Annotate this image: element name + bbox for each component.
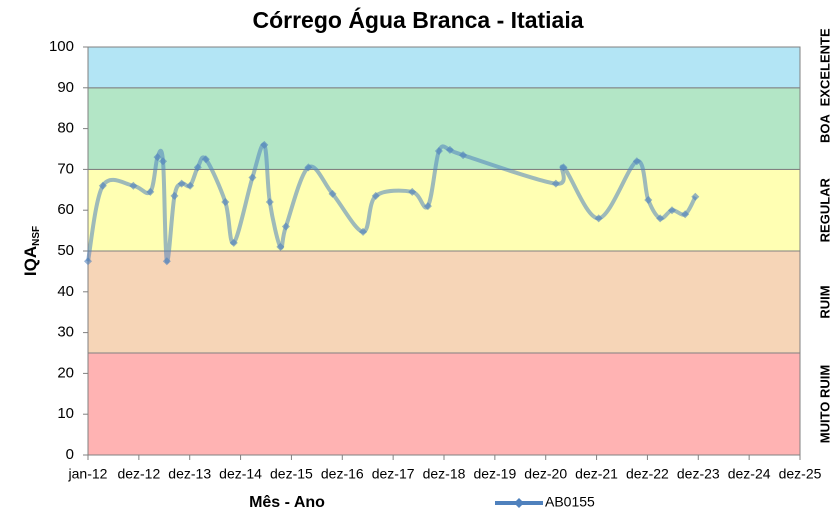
y-tick-label: 70 <box>57 160 74 177</box>
y-tick-label: 90 <box>57 79 74 96</box>
data-point <box>371 191 380 200</box>
x-tick-label: dez-25 <box>779 466 822 482</box>
data-point <box>445 145 454 154</box>
data-point <box>265 198 274 207</box>
data-point <box>276 242 285 251</box>
data-point <box>656 214 665 223</box>
data-point <box>248 173 257 182</box>
data-point <box>193 163 202 172</box>
x-tick-label: dez-12 <box>117 466 160 482</box>
band <box>87 250 801 354</box>
data-point <box>177 179 186 188</box>
data-point <box>691 192 700 201</box>
x-tick-label: dez-17 <box>372 466 415 482</box>
data-point <box>681 210 690 219</box>
band <box>87 352 801 456</box>
x-tick-label: dez-13 <box>168 466 211 482</box>
data-point <box>668 206 677 215</box>
data-point <box>644 196 653 204</box>
data-point <box>632 157 641 166</box>
band <box>87 168 801 252</box>
y-tick-label: 40 <box>57 283 74 300</box>
x-tick-label: dez-24 <box>728 466 771 482</box>
x-tick-label: dez-22 <box>626 466 669 482</box>
data-point <box>170 191 179 200</box>
y-axis-label: IQANSF <box>21 226 41 276</box>
data-point <box>559 163 568 172</box>
y-tick-label: 80 <box>57 120 74 137</box>
band <box>87 46 801 89</box>
data-point <box>153 153 162 162</box>
y-tick-label: 60 <box>57 201 74 218</box>
x-axis-label: Mês - Ano <box>249 494 325 511</box>
y-tick-label: 50 <box>57 242 74 259</box>
band-label: RUIM <box>817 285 832 318</box>
x-tick-label: dez-21 <box>575 466 618 482</box>
data-point <box>328 189 337 198</box>
x-tick-label: dez-14 <box>219 466 262 482</box>
x-tick-label: dez-23 <box>677 466 720 482</box>
data-point <box>260 140 269 149</box>
data-point <box>201 155 210 164</box>
band-label: MUITO RUIM <box>817 365 832 443</box>
y-tick-label: 100 <box>49 38 74 55</box>
data-point <box>162 257 171 266</box>
y-tick-label: 30 <box>57 324 74 341</box>
band <box>87 87 801 170</box>
data-point <box>423 202 432 211</box>
x-tick-label: dez-16 <box>321 466 364 482</box>
data-point <box>146 187 155 196</box>
data-point <box>281 222 290 231</box>
data-point <box>551 179 560 188</box>
y-tick-label: 0 <box>66 446 74 463</box>
x-tick-label: jan-12 <box>68 466 108 482</box>
data-point <box>434 147 443 156</box>
legend-label: AB0155 <box>545 494 595 510</box>
data-point <box>186 181 195 190</box>
data-point <box>98 181 107 190</box>
data-point <box>159 157 168 166</box>
y-axis-label-sub: NSF <box>31 226 42 246</box>
x-tick-label: dez-15 <box>270 466 313 482</box>
chart-title: Córrego Água Branca - Itatiaia <box>252 6 583 33</box>
data-point <box>304 163 313 172</box>
band-label: REGULAR <box>817 177 832 242</box>
x-tick-label: dez-19 <box>473 466 516 482</box>
y-axis-label-main: IQA <box>21 246 40 276</box>
legend-marker <box>514 498 524 508</box>
x-tick-label: dez-20 <box>524 466 567 482</box>
data-point <box>229 238 238 247</box>
data-point <box>359 227 368 236</box>
data-point <box>129 181 138 190</box>
data-point <box>594 214 603 223</box>
data-point <box>408 187 417 196</box>
y-tick-label: 20 <box>57 364 74 381</box>
data-point <box>84 257 92 266</box>
x-tick-label: dez-18 <box>423 466 466 482</box>
band-label: BOA <box>817 114 832 144</box>
y-tick-label: 10 <box>57 405 74 422</box>
data-point <box>459 151 468 160</box>
data-point <box>221 198 230 207</box>
band-label: EXCELENTE <box>817 28 832 106</box>
